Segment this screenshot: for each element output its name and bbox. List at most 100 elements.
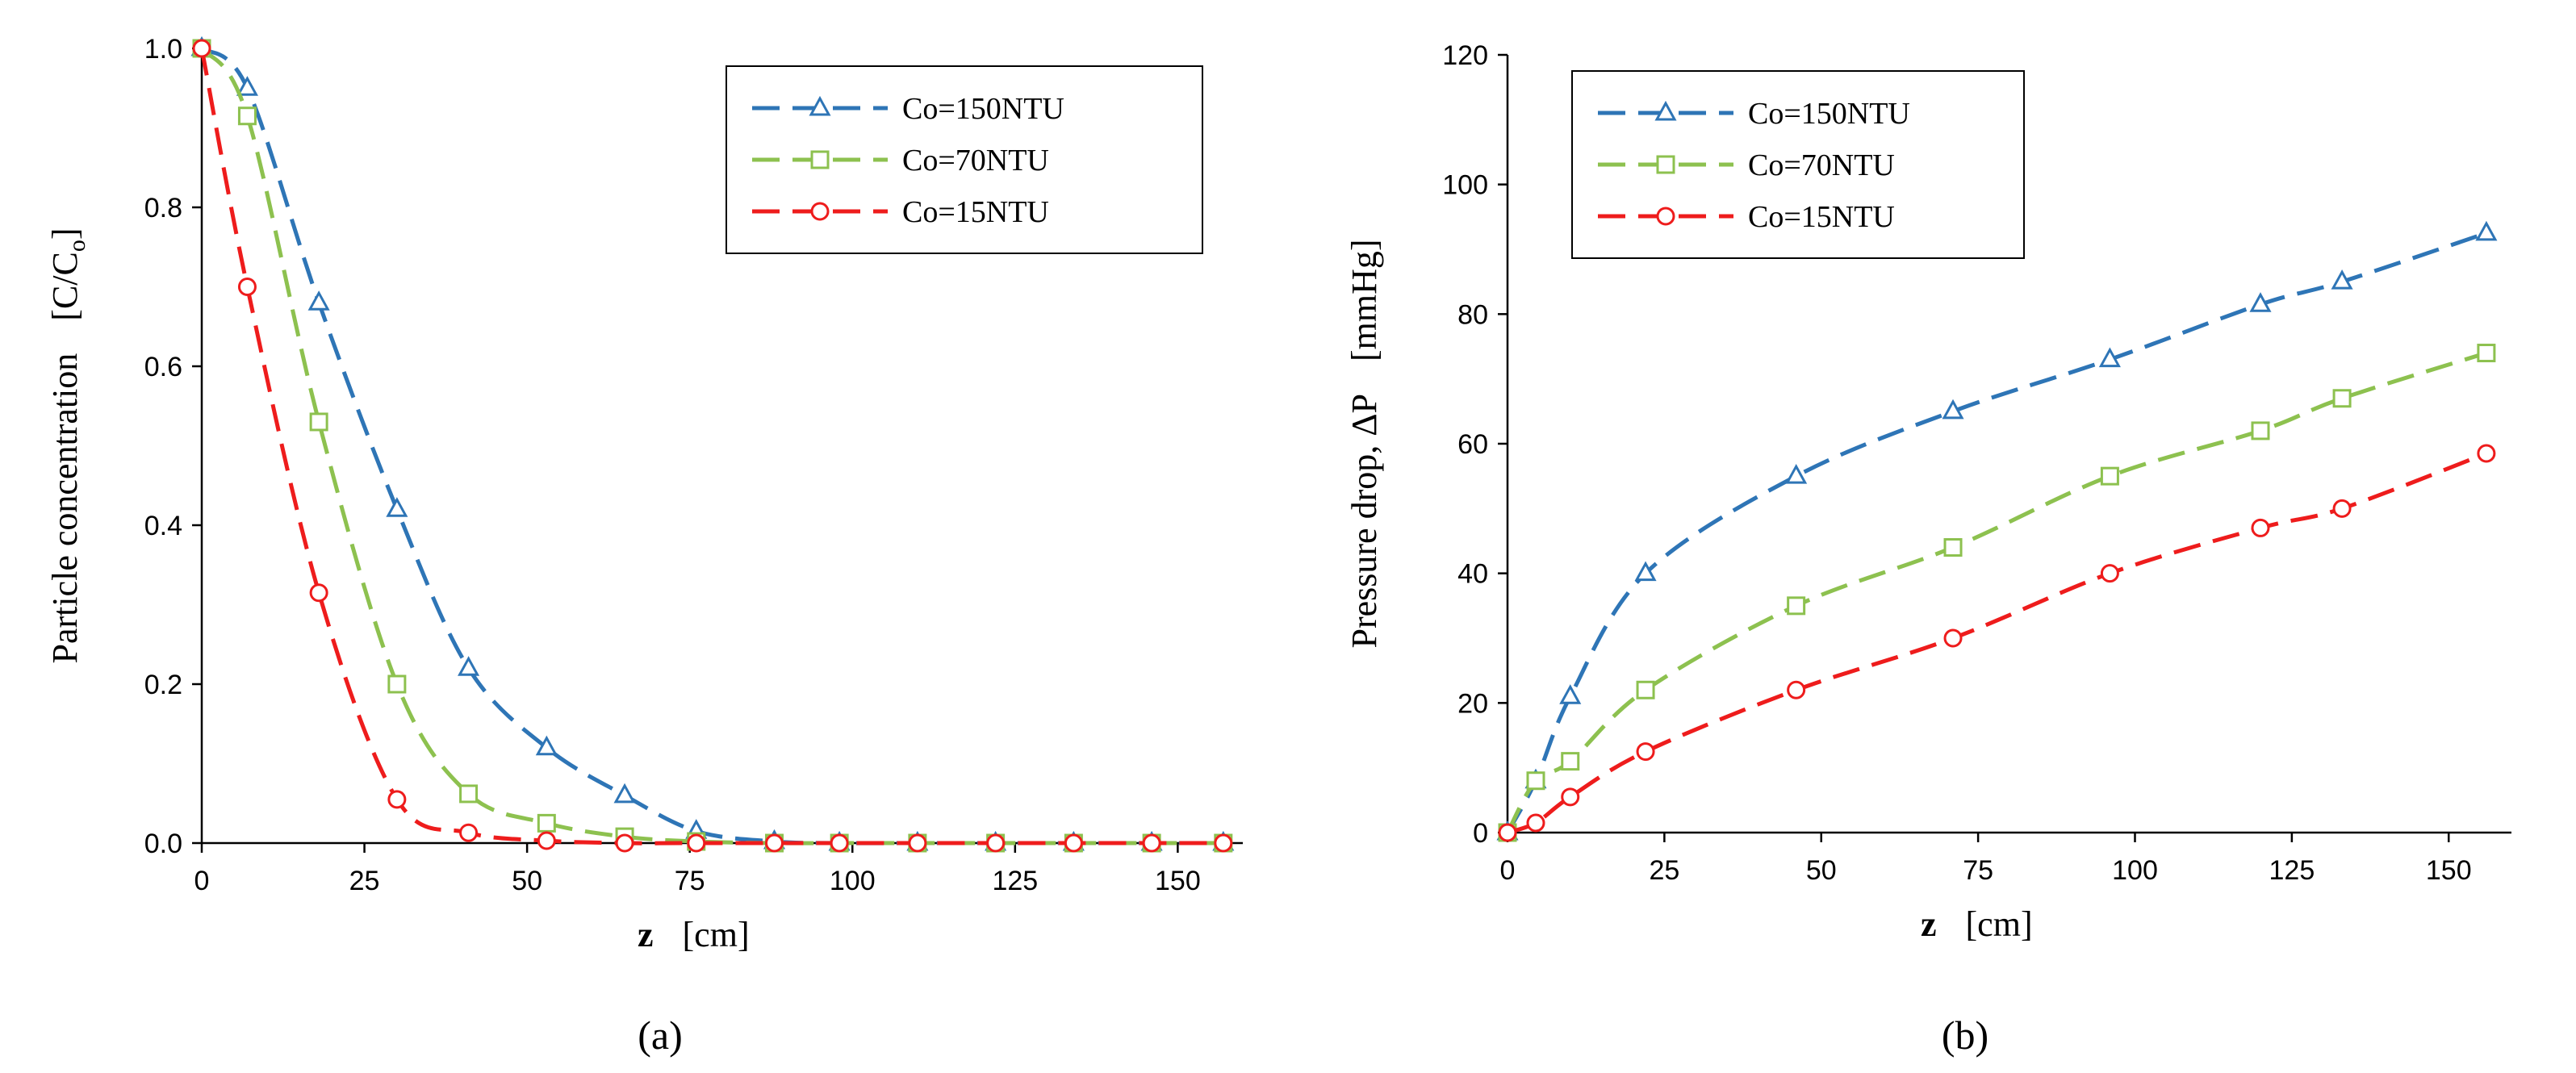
data-point bbox=[2332, 499, 2352, 518]
data-point bbox=[2331, 269, 2353, 290]
series-co-15ntu bbox=[1498, 444, 2496, 842]
data-point bbox=[613, 783, 636, 804]
x-tick-label: 25 bbox=[1649, 855, 1679, 886]
data-point bbox=[192, 39, 211, 58]
data-point bbox=[2249, 292, 2272, 312]
data-point bbox=[1634, 561, 1657, 582]
data-point bbox=[1636, 680, 1655, 699]
x-axis-variable: z bbox=[638, 915, 654, 954]
legend-label: Co=70NTU bbox=[1748, 148, 1895, 182]
data-point bbox=[236, 76, 258, 96]
y-axis-title: Pressure drop, ΔP [mmHg] bbox=[1344, 239, 1384, 648]
chart-b: 0 25 50 75 100 125 150 0 20 40 60 80 100 120 Co=150NTU… bbox=[1344, 40, 2511, 1058]
y-tick-label: 80 bbox=[1457, 299, 1488, 330]
data-point bbox=[830, 833, 849, 853]
chart-a: 0 25 50 75 100 125 150 0.0 0.2 0.4 0.6 0.8 1.0 Co=150… bbox=[45, 34, 1243, 1058]
legend: Co=150NTU Co=70NTU Co=15NTU bbox=[1571, 70, 2025, 259]
data-point bbox=[1942, 399, 1964, 420]
y-axis-unit-subscript: o bbox=[64, 240, 90, 252]
y-tick-label: 60 bbox=[1457, 429, 1488, 460]
data-point bbox=[309, 412, 328, 432]
data-point bbox=[1526, 813, 1545, 833]
data-point bbox=[459, 784, 479, 804]
y-axis-unit-end: ] bbox=[45, 228, 85, 240]
data-point bbox=[2100, 466, 2119, 486]
legend-label: Co=150NTU bbox=[1748, 97, 1910, 131]
data-point bbox=[1787, 680, 1806, 699]
data-point bbox=[2251, 518, 2270, 537]
legend-label: Co=150NTU bbox=[902, 92, 1064, 126]
x-axis-unit: [cm] bbox=[683, 915, 750, 954]
y-tick-label: 0.2 bbox=[144, 670, 182, 700]
data-point bbox=[908, 833, 927, 853]
y-tick-label: 20 bbox=[1457, 688, 1488, 719]
data-point bbox=[615, 833, 634, 853]
series-co-70ntu bbox=[1498, 344, 2496, 842]
legend-box bbox=[726, 65, 1203, 254]
data-point bbox=[2477, 344, 2496, 363]
legend-marker bbox=[1656, 207, 1675, 226]
legend-label: Co=15NTU bbox=[902, 195, 1049, 229]
data-point bbox=[1785, 464, 1808, 484]
x-tick-label: 150 bbox=[1155, 866, 1201, 896]
data-point bbox=[2332, 389, 2352, 408]
series-co-15ntu bbox=[192, 39, 1233, 853]
data-point bbox=[2100, 564, 2119, 583]
data-point bbox=[535, 735, 558, 756]
legend-label: Co=70NTU bbox=[902, 144, 1049, 177]
x-tick-label: 75 bbox=[675, 866, 705, 896]
x-tick-label: 100 bbox=[2112, 855, 2158, 886]
data-point bbox=[1559, 684, 1582, 704]
data-point bbox=[687, 833, 706, 853]
legend-marker bbox=[810, 202, 830, 221]
data-point bbox=[386, 497, 408, 517]
y-tick-label: 120 bbox=[1442, 40, 1488, 71]
x-axis-title: z [cm] bbox=[1921, 904, 2033, 944]
data-point bbox=[537, 831, 556, 850]
data-point bbox=[1498, 823, 1517, 842]
data-point bbox=[2475, 220, 2498, 241]
panel-label: (a) bbox=[638, 1012, 683, 1058]
y-axis-label: Pressure drop, ΔP bbox=[1344, 394, 1384, 649]
y-tick-label: 0 bbox=[1473, 818, 1488, 849]
legend-marker bbox=[1654, 100, 1677, 121]
data-point bbox=[2251, 421, 2270, 440]
data-point bbox=[1636, 742, 1655, 762]
y-tick-label: 0.4 bbox=[144, 511, 182, 541]
x-axis-unit: [cm] bbox=[1966, 904, 2033, 944]
legend-marker bbox=[1656, 155, 1675, 174]
y-axis-unit: [mmHg] bbox=[1344, 239, 1384, 361]
legend: Co=150NTU Co=70NTU Co=15NTU bbox=[726, 65, 1203, 254]
x-axis-variable: z bbox=[1921, 904, 1937, 944]
x-tick-label: 50 bbox=[512, 866, 542, 896]
y-tick-label: 0.6 bbox=[144, 352, 182, 382]
legend-label: Co=15NTU bbox=[1748, 200, 1895, 234]
x-tick-label: 0 bbox=[194, 866, 210, 896]
x-axis-title: z [cm] bbox=[638, 915, 750, 954]
y-tick-label: 0.8 bbox=[144, 193, 182, 223]
data-point bbox=[1214, 833, 1233, 853]
y-tick-label: 40 bbox=[1457, 559, 1488, 590]
data-point bbox=[387, 790, 407, 809]
y-tick-label: 0.0 bbox=[144, 829, 182, 859]
data-point bbox=[387, 674, 407, 694]
data-point bbox=[458, 656, 480, 676]
data-point bbox=[237, 106, 257, 126]
data-point bbox=[1943, 538, 1963, 557]
legend-marker bbox=[809, 95, 831, 116]
x-tick-label: 0 bbox=[1500, 855, 1516, 886]
data-point bbox=[1064, 833, 1083, 853]
y-axis-label: Particle concentration bbox=[45, 353, 85, 664]
y-axis-unit: [C/C bbox=[45, 252, 85, 321]
x-tick-label: 125 bbox=[2269, 855, 2315, 886]
x-tick-label: 25 bbox=[349, 866, 380, 896]
data-point bbox=[1561, 787, 1580, 807]
series-line bbox=[1507, 451, 2487, 835]
y-tick-label: 1.0 bbox=[144, 34, 182, 65]
panel-label: (b) bbox=[1942, 1012, 1988, 1058]
data-point bbox=[537, 813, 556, 833]
data-point bbox=[309, 583, 328, 603]
x-tick-label: 125 bbox=[992, 866, 1038, 896]
data-point bbox=[2098, 347, 2121, 368]
